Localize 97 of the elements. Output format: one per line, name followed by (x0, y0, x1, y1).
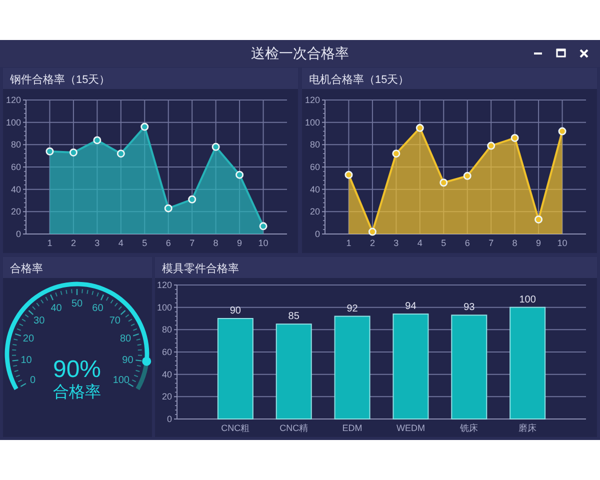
annotation: 20 (22, 334, 34, 345)
y-tick-label: 0 (166, 414, 172, 424)
chart-title: 模具零件合格率 (162, 263, 239, 275)
data-label: 90 (230, 306, 242, 316)
y-tick-label: 60 (10, 162, 21, 172)
y-tick-label: 100 (6, 117, 21, 128)
x-tick-label: 4 (417, 238, 422, 248)
data-label: 92 (346, 303, 358, 314)
y-tick-label: 40 (162, 369, 172, 380)
x-tick-label: EDM (342, 423, 362, 433)
point (116, 150, 125, 158)
x-tick-label: 3 (94, 238, 100, 248)
y-tick-label: 0 (16, 229, 21, 239)
annotation: 40 (50, 302, 62, 314)
y-tick-label: 60 (310, 162, 320, 172)
y-tick-label: 40 (310, 184, 320, 194)
x-tick-label: 6 (166, 238, 171, 248)
x-tick-label: 9 (237, 238, 242, 248)
x-tick-label: 2 (370, 238, 375, 248)
annotation: 100 (112, 375, 130, 386)
x-tick-label: 10 (557, 238, 568, 248)
x-tick-label: CNC精 (280, 423, 308, 433)
point (93, 136, 102, 144)
point (344, 170, 353, 179)
x-tick-label: WEDM (396, 423, 425, 433)
x-tick-label: 7 (190, 238, 195, 248)
annotation: 80 (120, 334, 132, 345)
chart-title: 钢件合格率（15天） (10, 74, 110, 86)
y-tick-label: 20 (310, 206, 320, 217)
point (558, 127, 566, 136)
annotation: 50 (71, 298, 83, 310)
annotation: 30 (34, 315, 45, 326)
y-tick-label: 0 (314, 229, 320, 239)
point (188, 195, 196, 204)
data-label: 93 (464, 302, 476, 314)
point (236, 170, 244, 179)
y-tick-label: 40 (10, 184, 21, 194)
point (487, 142, 496, 150)
point (440, 178, 448, 187)
y-tick-label: 120 (6, 95, 21, 105)
point (212, 142, 220, 151)
y-tick-label: 80 (162, 324, 172, 335)
y-tick-label: 120 (304, 95, 320, 105)
x-tick-label: 4 (118, 238, 124, 248)
chart-title: 送检一次合格率 (251, 45, 349, 61)
bar (451, 314, 488, 420)
x-tick-label: 1 (47, 238, 52, 248)
data-label: 85 (288, 311, 300, 322)
point (164, 204, 172, 212)
y-tick-label: 60 (162, 347, 172, 357)
point (510, 134, 519, 142)
y-tick-label: 20 (10, 206, 21, 217)
x-tick-label: 2 (70, 238, 76, 248)
point (46, 147, 54, 156)
bar (276, 324, 312, 420)
y-tick-label: 100 (156, 302, 172, 312)
annotation: 90% (52, 356, 102, 383)
chart-title: 合格率 (10, 263, 43, 275)
annotation: 90 (122, 354, 134, 366)
x-tick-label: 磨床 (518, 423, 537, 433)
data-label: 94 (405, 301, 417, 312)
annotation: 合格率 (53, 384, 101, 401)
x-tick-label: 6 (464, 238, 470, 248)
annotation: 70 (109, 315, 120, 326)
point (69, 148, 78, 156)
x-tick-label: 8 (213, 238, 218, 248)
bar (334, 316, 370, 420)
point (463, 172, 472, 180)
x-tick-label: CNC粗 (221, 423, 250, 433)
point (140, 122, 149, 131)
point (534, 215, 543, 224)
y-tick-label: 80 (310, 140, 320, 150)
y-tick-label: 80 (10, 140, 21, 150)
point (416, 124, 424, 132)
x-tick-label: 8 (512, 238, 518, 248)
x-tick-label: 5 (142, 238, 148, 248)
y-tick-label: 120 (156, 280, 172, 290)
chart-title: 电机合格率（15天） (309, 74, 410, 86)
x-tick-label: 1 (346, 238, 352, 248)
bar (510, 306, 546, 420)
point (392, 150, 400, 158)
y-tick-label: 100 (304, 117, 320, 128)
x-tick-label: 9 (536, 238, 542, 248)
point (368, 228, 376, 236)
x-tick-label: 3 (394, 238, 399, 248)
bar (392, 314, 429, 420)
data-label: 100 (519, 294, 536, 306)
x-tick-label: 7 (488, 238, 494, 248)
y-tick-label: 20 (162, 392, 172, 402)
x-tick-label: 10 (258, 238, 268, 248)
annotation: 10 (20, 354, 32, 366)
point (259, 222, 268, 230)
x-tick-label: 铣床 (459, 423, 478, 433)
x-tick-label: 5 (441, 238, 446, 248)
annotation: 0 (30, 375, 36, 386)
annotation: 60 (92, 302, 104, 314)
bar (217, 318, 254, 420)
